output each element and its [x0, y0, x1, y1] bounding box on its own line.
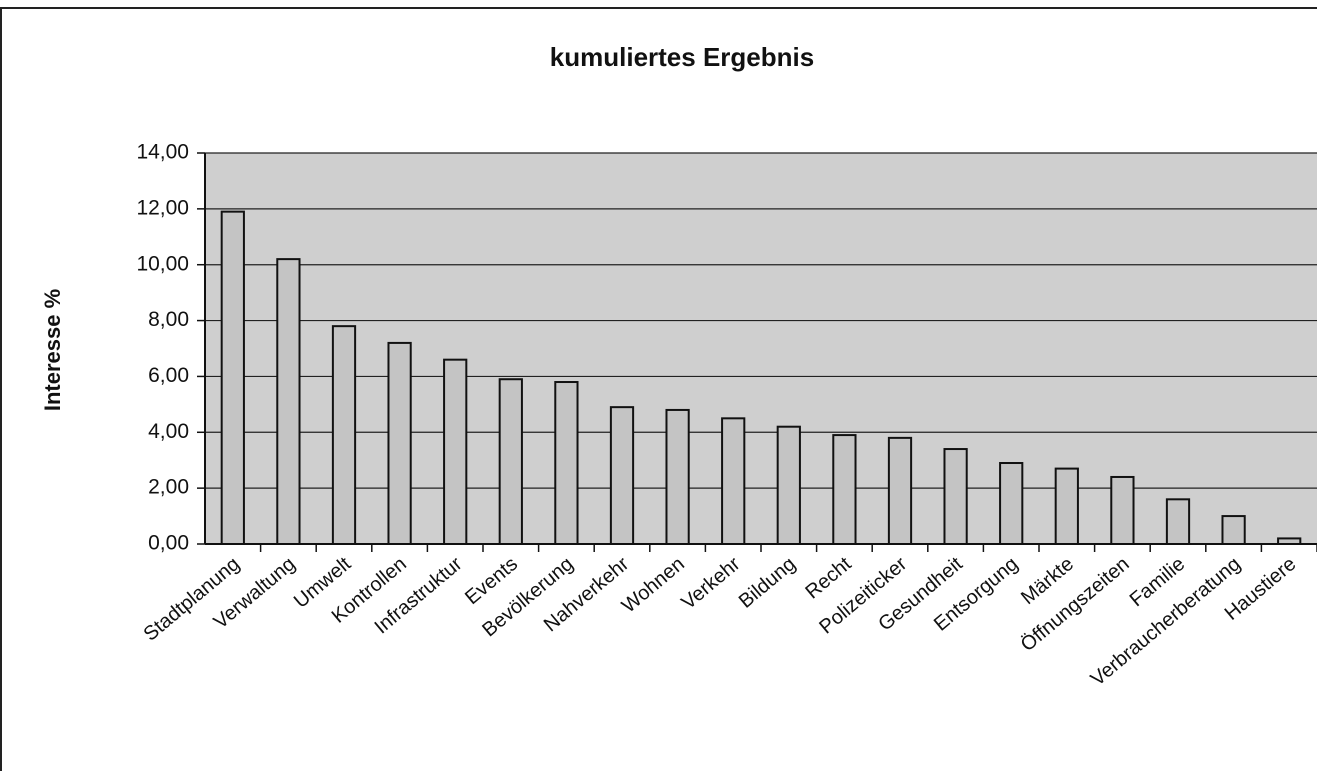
- bar: [331, 325, 357, 545]
- y-tick-label: 8,00: [148, 308, 189, 331]
- bar: [1054, 467, 1079, 546]
- bar: [1277, 537, 1302, 546]
- bar: [554, 381, 579, 545]
- bar: [443, 358, 468, 545]
- chart-title: kumuliertes Ergebnis: [550, 42, 814, 72]
- bar: [1165, 498, 1191, 546]
- y-tick-label: 4,00: [148, 420, 189, 443]
- bar: [276, 258, 301, 545]
- y-tick-label: 10,00: [136, 252, 189, 275]
- x-tick-label: Bildung: [735, 553, 800, 613]
- y-tick-label: 0,00: [148, 532, 189, 555]
- bar: [832, 434, 857, 546]
- x-tick-label: Stadtplanung: [140, 553, 244, 646]
- x-tick-label: Wohnen: [618, 553, 689, 618]
- bar: [387, 341, 412, 545]
- y-tick-label: 6,00: [148, 364, 189, 387]
- bar: [887, 436, 913, 545]
- x-tick-label: Verkehr: [677, 553, 744, 614]
- bar: [1221, 515, 1246, 545]
- bar: [220, 210, 245, 545]
- bar: [776, 425, 801, 546]
- bar: [609, 406, 635, 545]
- bar: [721, 417, 746, 546]
- bar: [498, 378, 523, 545]
- bar: [999, 462, 1024, 545]
- plot-area: [205, 153, 1317, 544]
- frame: [0, 7, 1317, 771]
- y-tick-label: 2,00: [148, 476, 189, 499]
- y-axis-label: Interesse %: [40, 289, 65, 411]
- bar: [943, 448, 968, 545]
- bar: [1110, 475, 1135, 546]
- bar: [665, 408, 690, 546]
- y-tick-label: 14,00: [136, 141, 189, 164]
- y-tick-label: 12,00: [136, 196, 189, 219]
